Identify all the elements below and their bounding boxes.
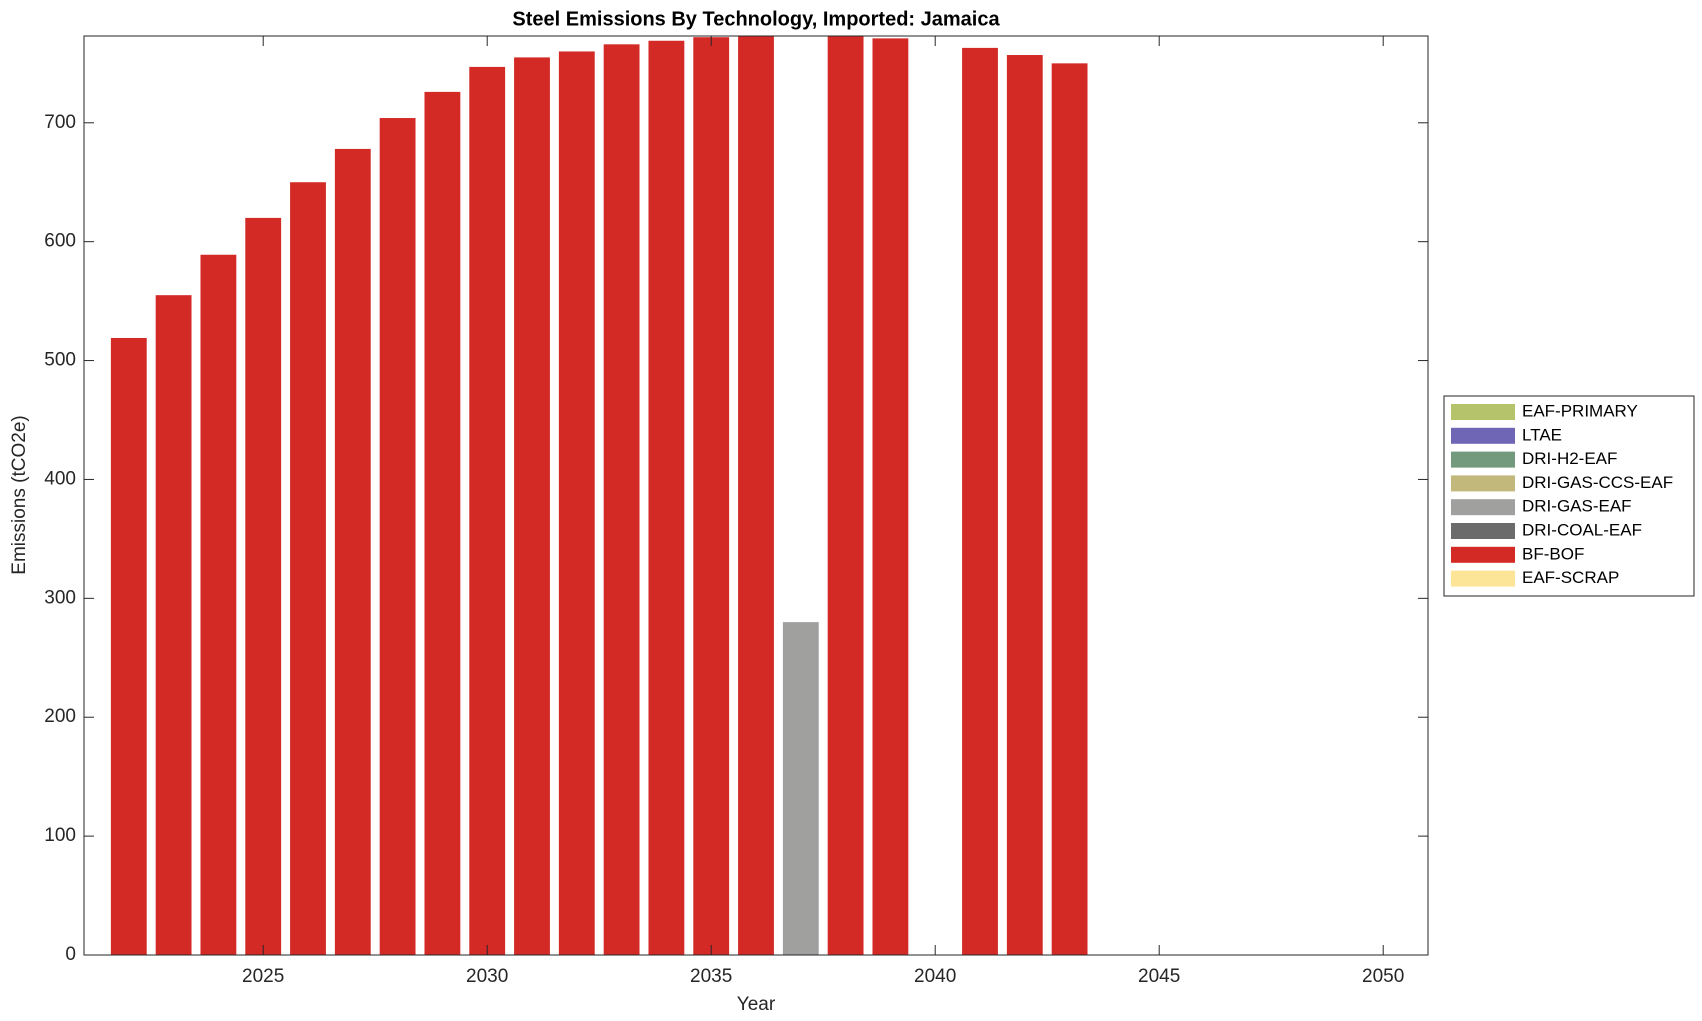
legend: EAF-PRIMARY LTAE DRI-H2-EAF DRI-GAS-CCS-EAF… xyxy=(1443,395,1695,597)
legend-swatch xyxy=(1451,404,1515,420)
x-tick-label: 2045 xyxy=(1138,966,1180,987)
x-tick-label: 2025 xyxy=(242,966,284,987)
legend-label: EAF-SCRAP xyxy=(1522,568,1619,587)
bar xyxy=(962,47,998,955)
legend-swatch xyxy=(1451,451,1515,468)
bar xyxy=(558,51,595,955)
y-tick-label: 700 xyxy=(44,112,76,133)
bar xyxy=(514,57,550,955)
legend-swatch xyxy=(1451,427,1515,444)
y-tick-label: 400 xyxy=(44,468,76,489)
bar xyxy=(872,38,909,955)
legend-swatch xyxy=(1451,475,1515,492)
bar xyxy=(110,337,147,955)
x-axis-label: Year xyxy=(737,994,776,1015)
y-tick-label: 500 xyxy=(44,350,76,371)
bar xyxy=(693,37,730,955)
x-tick-label: 2030 xyxy=(466,966,508,987)
y-tick-label: 0 xyxy=(65,944,76,965)
bar xyxy=(1051,63,1088,955)
axes-box xyxy=(83,35,1429,956)
y-axis-label: Emissions (tCO2e) xyxy=(9,415,30,574)
legend-label: DRI-GAS-CCS-EAF xyxy=(1522,473,1673,492)
bar xyxy=(827,36,864,955)
bar xyxy=(334,148,371,955)
y-tick-label: 300 xyxy=(44,587,76,608)
legend-label: LTAE xyxy=(1522,425,1562,444)
bar xyxy=(290,182,326,955)
legend-label: DRI-GAS-EAF xyxy=(1522,497,1632,516)
legend-label: DRI-H2-EAF xyxy=(1522,449,1617,468)
bar xyxy=(469,66,506,955)
x-tick-label: 2040 xyxy=(914,966,956,987)
x-tick-label: 2035 xyxy=(690,966,732,987)
y-tick-label: 100 xyxy=(44,825,76,846)
bars xyxy=(110,36,1088,955)
bar xyxy=(379,118,416,955)
legend-swatch xyxy=(1451,570,1515,587)
x-tick-label: 2050 xyxy=(1362,966,1404,987)
bar xyxy=(603,44,640,955)
chart-title: Steel Emissions By Technology, Imported:… xyxy=(512,8,1000,30)
y-tick-label: 200 xyxy=(44,706,76,727)
bar xyxy=(1006,55,1043,955)
bar xyxy=(200,254,237,955)
bar xyxy=(648,40,685,955)
legend-label: EAF-PRIMARY xyxy=(1522,401,1638,420)
legend-swatch xyxy=(1451,546,1515,563)
bar xyxy=(424,91,461,955)
bar xyxy=(738,36,774,955)
bar xyxy=(155,295,192,955)
legend-label: DRI-COAL-EAF xyxy=(1522,520,1642,539)
legend-label: BF-BOF xyxy=(1522,544,1584,563)
y-tick-label: 600 xyxy=(44,231,76,252)
legend-swatch xyxy=(1451,523,1515,539)
bar xyxy=(782,622,819,955)
legend-swatch xyxy=(1451,499,1515,516)
bar xyxy=(245,217,282,955)
